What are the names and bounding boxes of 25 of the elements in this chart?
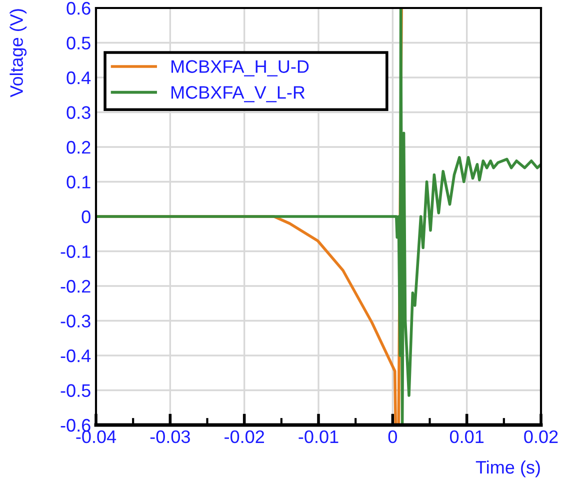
x-tick-label: -0.02 [224,430,264,444]
y-tick-label: 0.3 [66,106,90,119]
x-axis-title: Time (s) [476,460,540,478]
y-tick-label: -0.1 [60,245,90,258]
y-tick-label: -0.3 [60,314,90,328]
y-tick-label: -0.5 [60,384,90,397]
legend-label: MCBXFA_H_U-D [172,60,309,76]
x-tick-label: 0.02 [524,430,558,444]
x-tick-label: -0.01 [298,430,338,444]
x-tick-label: 0.01 [450,430,484,444]
y-tick-label: -0.2 [60,280,90,293]
x-tick-label: -0.04 [76,430,116,444]
y-tick-label: 0.6 [66,2,90,15]
y-tick-label: 0.5 [66,36,90,50]
y-tick-label: 0 [82,210,90,224]
y-tick-label: 0.2 [66,140,90,154]
legend-label: MCBXFA_V_L-R [172,86,305,102]
y-axis-title: Voltage (V) [10,9,27,98]
y-tick-label: 0.4 [66,71,91,84]
y-tick-label: -0.4 [60,349,91,362]
y-tick-label: -0.6 [60,418,90,432]
line-series [96,8,541,425]
x-tick-label: -0.03 [150,430,190,444]
y-tick-label: 0.1 [66,176,90,188]
x-tick-label: 0 [388,430,397,444]
